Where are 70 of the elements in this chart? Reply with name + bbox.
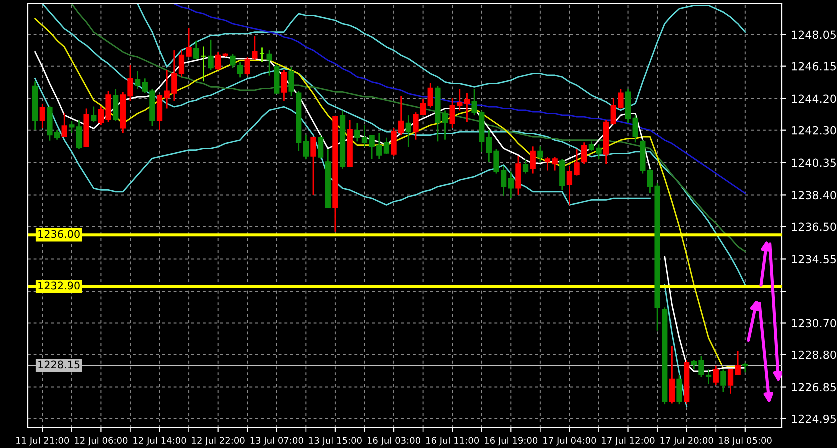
candlestick <box>310 136 316 196</box>
candlestick <box>632 114 638 144</box>
candlestick <box>244 56 250 77</box>
candlestick <box>676 374 682 406</box>
y-tick-label: 1242.30 <box>792 126 836 135</box>
candlestick <box>538 146 544 163</box>
candlestick <box>530 146 536 174</box>
candlestick <box>200 46 207 82</box>
line-series <box>174 4 746 194</box>
candlestick <box>669 346 676 404</box>
candlestick <box>508 171 514 199</box>
candlestick <box>318 134 324 160</box>
x-tick-label: 12 Jul 06:00 <box>75 437 128 446</box>
candlestick <box>230 54 236 69</box>
candlestick <box>216 52 222 71</box>
x-tick-label: 13 Jul 07:00 <box>250 437 304 446</box>
x-tick-label: 16 Jul 11:00 <box>426 437 480 446</box>
ref-line-label: 1236.00 <box>38 230 80 238</box>
x-tick-label: 17 Jul 20:00 <box>660 437 714 446</box>
y-tick-label: 1236.50 <box>792 222 836 232</box>
candlestick <box>406 114 412 148</box>
candlestick <box>237 62 244 78</box>
candlestick <box>720 368 726 393</box>
candlestick <box>252 35 258 61</box>
ref-line-label: 1232.90 <box>38 282 80 290</box>
x-tick-label: 16 Jul 19:00 <box>485 437 538 446</box>
candlestick <box>281 69 288 102</box>
x-tick-label: 16 Jul 03:00 <box>368 437 420 446</box>
y-tick-label: 1238.40 <box>792 191 836 200</box>
candlestick <box>69 120 75 134</box>
x-tick-label: 13 Jul 15:00 <box>309 437 362 446</box>
y-tick-label: 1248.05 <box>792 30 836 40</box>
y-tick-label: 1246.15 <box>792 62 836 71</box>
candlestick <box>259 47 266 63</box>
candlestick <box>522 158 529 174</box>
y-tick-label: 1228.80 <box>792 350 836 360</box>
candlestick <box>62 112 68 138</box>
candlestick <box>384 137 390 156</box>
candlestick <box>134 70 141 90</box>
candlestick <box>266 50 272 77</box>
candlestick <box>428 82 434 108</box>
x-tick-label: 11 Jul 21:00 <box>16 437 70 446</box>
ref-line-label: 1228.15 <box>38 360 80 369</box>
candlestick <box>464 92 470 124</box>
x-tick-label: 17 Jul 04:00 <box>544 437 596 446</box>
candlestick <box>208 39 214 71</box>
candlestick <box>742 362 748 374</box>
y-tick-label: 1234.55 <box>792 255 836 264</box>
candlestick <box>194 40 200 60</box>
candlestick <box>582 142 588 165</box>
candlestick <box>40 103 46 129</box>
x-tick-label: 12 Jul 14:00 <box>134 437 186 446</box>
candlestick <box>735 350 741 376</box>
candlestick <box>713 365 719 386</box>
x-tick-label: 17 Jul 12:00 <box>602 437 655 446</box>
y-tick-label: 1240.35 <box>792 158 836 168</box>
y-tick-label: 1230.70 <box>792 319 836 328</box>
candlestick <box>706 368 712 385</box>
y-tick-label: 1244.20 <box>792 94 836 104</box>
candlestick <box>728 368 734 395</box>
x-tick-label: 18 Jul 05:00 <box>719 437 772 446</box>
candlestick <box>303 134 309 160</box>
candlestick <box>113 88 119 122</box>
y-tick-label: 1224.95 <box>792 414 836 424</box>
candlestick <box>91 106 97 124</box>
candlestick <box>76 120 82 150</box>
y-tick-label: 1226.85 <box>792 383 836 392</box>
candlestick <box>288 66 294 97</box>
x-tick-label: 12 Jul 22:00 <box>192 437 245 446</box>
candlestick <box>354 122 360 142</box>
